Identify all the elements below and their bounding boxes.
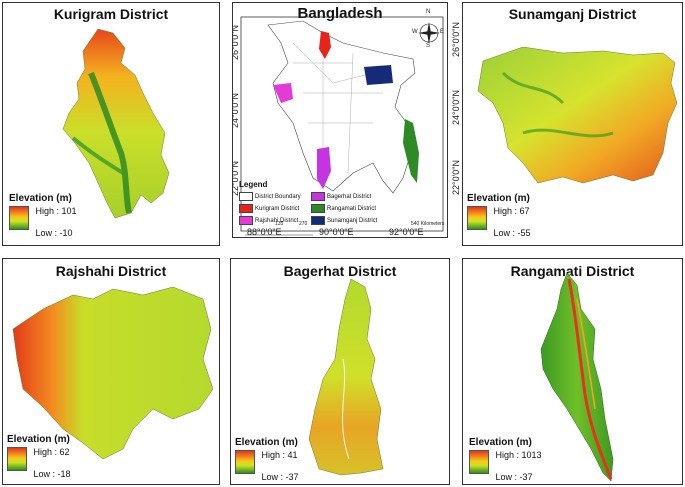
elevation-legend: Elevation (m) High : 62 Low : -18 (7, 434, 71, 480)
panel-title: Bangladesh (297, 5, 383, 22)
panel-title: Bagerhat District (283, 263, 397, 279)
bangladesh-overview-map (240, 16, 444, 236)
legend-swatch (239, 204, 253, 213)
rangamati-panel: Rangamati District Elevation (m) High : … (462, 258, 683, 485)
bagerhat-panel: Bagerhat District Elevation (m) High : 4… (230, 258, 450, 485)
elevation-high: High : 101 (35, 206, 77, 216)
legend-swatch (311, 216, 325, 225)
elevation-title: Elevation (m) (7, 434, 70, 445)
elevation-low: Low : -37 (495, 472, 533, 482)
legend-label: Sunamganj District (327, 218, 378, 225)
rangamati-elevation-map (540, 272, 614, 482)
compass-label: S (426, 43, 431, 49)
compass-label: N (426, 9, 431, 15)
elevation-title: Elevation (m) (235, 437, 298, 448)
rajshahi-elevation-map (12, 286, 214, 460)
panel-title: Sunamganj District (508, 6, 637, 22)
elevation-high: High : 62 (33, 447, 70, 457)
panel-title: Kurigram District (53, 6, 169, 22)
scale-label: 540 Kilometers (411, 221, 445, 227)
lon-label: 90°0'0"E (319, 227, 354, 237)
legend-swatch (311, 192, 325, 201)
elevation-legend: Elevation (m) High : 41 Low : -37 (235, 437, 299, 483)
panel-title: Rangamati District (510, 263, 635, 279)
elevation-high: High : 41 (261, 450, 298, 460)
lat-label: 26°0'0"N (232, 25, 240, 61)
lat-label: 22°0'0"N (451, 160, 461, 196)
elevation-legend: Elevation (m) High : 67 Low : -55 (467, 193, 531, 239)
legend-label: District Boundary (255, 194, 301, 201)
map-legend: Legend District Boundary Kurigram Distri… (239, 180, 377, 225)
elevation-color-ramp (469, 450, 489, 474)
elevation-low: Low : -37 (261, 472, 299, 482)
kurigram-panel: Kurigram District Elevation (m) High : 1… (2, 2, 220, 246)
panel-title: Rajshahi District (55, 263, 167, 279)
elevation-color-ramp (467, 206, 487, 230)
elevation-low: Low : -55 (493, 228, 531, 238)
elevation-low: Low : -10 (35, 228, 73, 238)
elevation-color-ramp (7, 447, 27, 471)
legend-label: Rangamati District (327, 206, 377, 213)
scale-label: 270 (299, 221, 308, 227)
compass-label: W (412, 29, 418, 35)
legend-swatch (239, 192, 253, 201)
elevation-title: Elevation (m) (469, 437, 532, 448)
legend-swatch (311, 204, 325, 213)
rajshahi-panel: Rajshahi District Elevation (m) High : 6… (2, 258, 220, 485)
legend-label: Rajshahi District (255, 218, 299, 225)
elevation-legend: Elevation (m) High : 101 Low : -10 (9, 193, 77, 239)
compass-label: E (440, 29, 445, 35)
elevation-high: High : 67 (493, 206, 530, 216)
legend-label: Kurigram District (255, 206, 300, 213)
lat-label: 24°0'0"N (232, 93, 240, 129)
elevation-color-ramp (235, 450, 255, 474)
bagerhat-elevation-map (308, 278, 384, 476)
lon-label: 92°0'0"E (389, 227, 424, 237)
lat-label: 22°0'0"N (232, 161, 240, 197)
elevation-title: Elevation (m) (9, 193, 72, 204)
legend-title: Legend (239, 180, 268, 189)
sunamganj-elevation-map (477, 46, 678, 184)
elevation-low: Low : -18 (33, 469, 71, 479)
lat-label: 26°0'0"N (451, 22, 461, 58)
elevation-title: Elevation (m) (467, 193, 530, 204)
sunamganj-panel: Sunamganj District Elevation (m) High : … (462, 2, 683, 246)
bangladesh-panel: Bangladesh 26°0'0"N 24°0'0"N 22°0'0"N 88… (232, 2, 448, 238)
elevation-legend: Elevation (m) High : 1013 Low : -37 (469, 437, 542, 483)
legend-swatch (239, 216, 253, 225)
compass-rose-icon (418, 22, 440, 44)
scale-label: 135 (275, 221, 284, 227)
elevation-high: High : 1013 (495, 450, 542, 460)
lat-label: 24°0'0"N (451, 90, 461, 126)
elevation-color-ramp (9, 206, 29, 230)
lon-label: 88°0'0"E (247, 227, 282, 237)
kurigram-elevation-map (62, 28, 170, 219)
legend-label: Bagerhat District (327, 194, 372, 201)
